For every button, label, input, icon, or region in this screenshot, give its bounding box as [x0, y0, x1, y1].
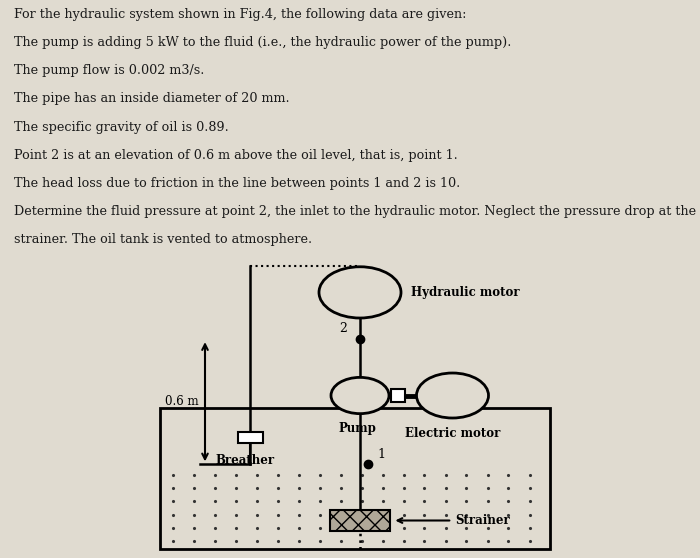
Text: Point 2 is at an elevation of 0.6 m above the oil level, that is, point 1.: Point 2 is at an elevation of 0.6 m abov… — [14, 148, 458, 162]
Text: strainer. The oil tank is vented to atmosphere.: strainer. The oil tank is vented to atmo… — [14, 233, 312, 246]
Bar — [330, 509, 390, 531]
Text: The specific gravity of oil is 0.89.: The specific gravity of oil is 0.89. — [14, 121, 229, 133]
Text: The pump flow is 0.002 m3/s.: The pump flow is 0.002 m3/s. — [14, 64, 204, 77]
Text: The head loss due to friction in the line between points 1 and 2 is 10.: The head loss due to friction in the lin… — [14, 177, 461, 190]
Circle shape — [331, 377, 389, 413]
Text: Electric motor: Electric motor — [405, 427, 500, 440]
Circle shape — [319, 267, 401, 318]
Text: 2: 2 — [340, 321, 347, 335]
Text: Breather: Breather — [216, 454, 274, 467]
Text: Hydraulic motor: Hydraulic motor — [411, 286, 519, 299]
Text: The pipe has an inside diameter of 20 mm.: The pipe has an inside diameter of 20 mm… — [14, 93, 290, 105]
Text: Pump: Pump — [339, 422, 377, 435]
Bar — [160, 408, 550, 549]
Text: For the hydraulic system shown in Fig.4, the following data are given:: For the hydraulic system shown in Fig.4,… — [14, 8, 466, 21]
Text: Strainer: Strainer — [398, 514, 510, 527]
Text: The pump is adding 5 kW to the fluid (i.e., the hydraulic power of the pump).: The pump is adding 5 kW to the fluid (i.… — [14, 36, 512, 49]
Text: 1: 1 — [377, 448, 386, 461]
Text: Determine the fluid pressure at point 2, the inlet to the hydraulic motor. Negle: Determine the fluid pressure at point 2,… — [14, 205, 696, 218]
Circle shape — [416, 373, 489, 418]
Text: 0.6 m: 0.6 m — [165, 395, 199, 408]
Bar — [237, 432, 262, 443]
Bar — [391, 389, 405, 402]
